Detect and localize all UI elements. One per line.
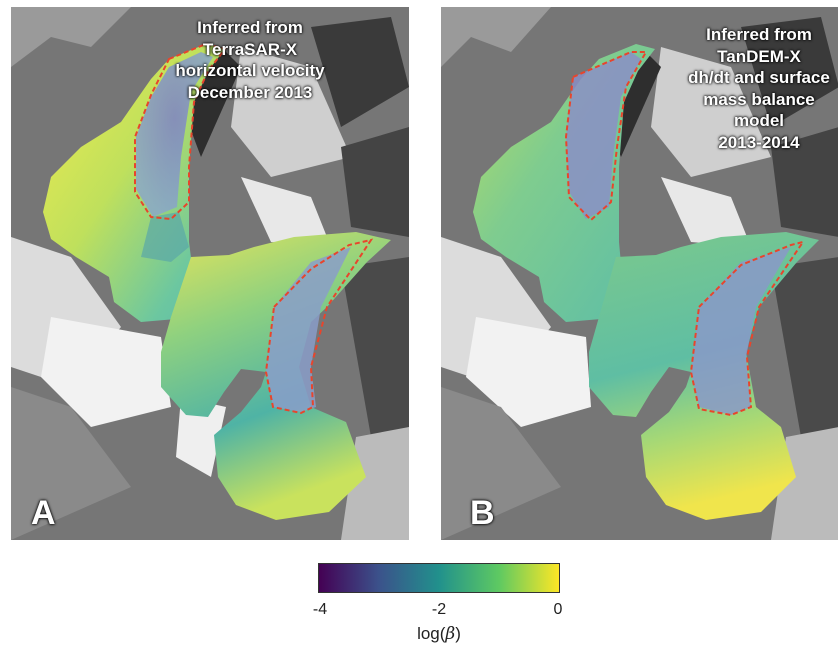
panel-a-caption: Inferred from TerraSAR-X horizontal velo… xyxy=(160,17,340,103)
colorbar-tick-min: -4 xyxy=(312,601,328,618)
colorbar xyxy=(318,563,560,593)
colorbar-label-symbol: β xyxy=(445,624,456,644)
panel-a-map: Inferred from TerraSAR-X horizontal velo… xyxy=(11,7,409,540)
panel-a-letter: A xyxy=(31,494,56,532)
colorbar-label-prefix: log( xyxy=(417,624,446,643)
panel-b-caption-line: model xyxy=(733,111,785,130)
panel-a-caption-line: horizontal velocity xyxy=(175,61,325,80)
panel-b-terrain xyxy=(441,7,838,540)
panel-a-caption-line: TerraSAR-X xyxy=(202,39,298,59)
panel-b-caption-line: Inferred from xyxy=(706,25,812,44)
panel-b-map: Inferred from TanDEM-X dh/dt and surface… xyxy=(441,7,838,540)
colorbar-tick-max: 0 xyxy=(553,601,563,618)
panel-b-letter: B xyxy=(470,494,495,532)
panel-b-caption-line: 2013-2014 xyxy=(718,132,800,152)
colorbar-tick-mid: -2 xyxy=(431,601,447,618)
panel-a-terrain xyxy=(11,7,409,540)
colorbar-label: log(β) xyxy=(379,624,499,644)
panel-a-caption-line: Inferred from xyxy=(197,18,303,37)
panel-b-caption-line: TanDEM-X xyxy=(717,46,801,66)
panel-a-caption-line: December 2013 xyxy=(187,82,313,102)
colorbar-label-suffix: ) xyxy=(455,624,461,643)
panel-b-caption: Inferred from TanDEM-X dh/dt and surface… xyxy=(679,24,838,153)
panel-b-caption-line: mass balance xyxy=(703,89,815,109)
panel-b-caption-line: dh/dt and surface xyxy=(688,68,830,87)
